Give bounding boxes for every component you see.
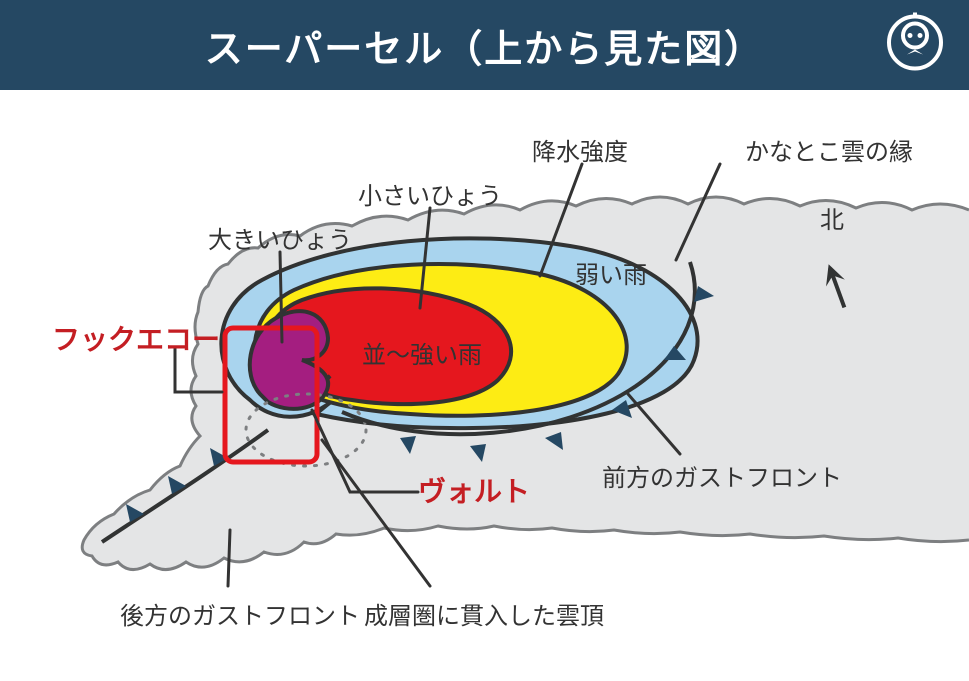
label-anvil-edge: かなとこ雲の縁 bbox=[745, 132, 913, 167]
header-bar: スーパーセル（上から見た図） bbox=[0, 0, 969, 90]
label-overshoot: 成層圏に貫入した雲頂 bbox=[364, 596, 604, 631]
label-forward-gust: 前方のガストフロント bbox=[602, 458, 842, 493]
page-title: スーパーセル（上から見た図） bbox=[205, 18, 765, 73]
label-large-hail: 大きいひょう bbox=[208, 220, 352, 255]
label-north: 北 bbox=[820, 200, 844, 235]
label-mod-heavy: 並～強い雨 bbox=[362, 335, 482, 370]
label-precip: 降水強度 bbox=[532, 132, 628, 167]
label-small-hail: 小さいひょう bbox=[358, 176, 502, 211]
label-hook-echo: フックエコー bbox=[52, 318, 220, 358]
label-rear-gust: 後方のガストフロント bbox=[120, 596, 360, 631]
label-weak-rain: 弱い雨 bbox=[575, 255, 647, 290]
brand-logo-icon bbox=[885, 13, 945, 78]
diagram-canvas: かなとこ雲の縁 降水強度 小さいひょう 大きいひょう 弱い雨 並～強い雨 フック… bbox=[0, 90, 969, 676]
label-vault: ヴォルト bbox=[418, 470, 530, 510]
